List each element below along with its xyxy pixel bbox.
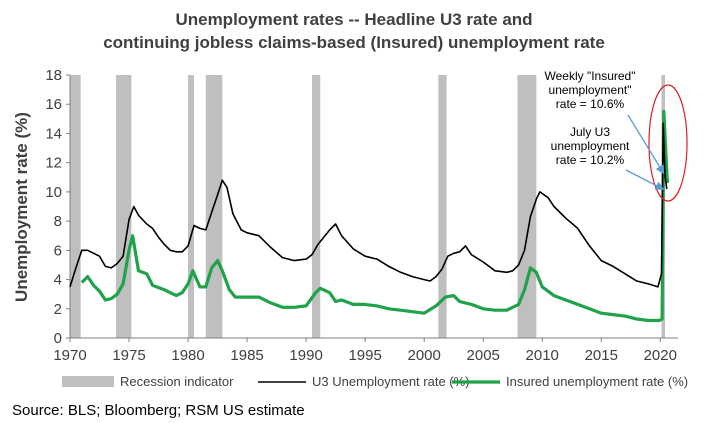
chart-title-line-2: continuing jobless claims-based (Insured… bbox=[103, 33, 605, 52]
annotation-arrow-2 bbox=[625, 169, 665, 190]
series-line-insured bbox=[80, 109, 669, 323]
recession-band-1 bbox=[70, 75, 81, 338]
annotation-2-line-1: July U3 bbox=[570, 125, 610, 139]
y-tick-label-4: 4 bbox=[54, 272, 62, 289]
x-tick-label-1970: 1970 bbox=[53, 347, 86, 364]
x-tick-label-2020: 2020 bbox=[644, 347, 677, 364]
recession-bands bbox=[70, 75, 666, 338]
axes: 0 2 4 6 8 10 12 14 16 18 1970 1975 1980 1985 1990 1995 2… bbox=[45, 67, 678, 364]
y-tick-label-10: 10 bbox=[45, 184, 62, 201]
x-tick-label-1980: 1980 bbox=[171, 347, 204, 364]
legend: Recession indicator U3 Unemployment rate … bbox=[62, 374, 688, 389]
annotation-1-line-2: unemployment" bbox=[549, 83, 632, 97]
y-tick-label-14: 14 bbox=[45, 125, 62, 142]
x-tick-label-2015: 2015 bbox=[585, 347, 618, 364]
y-tick-label-12: 12 bbox=[45, 155, 62, 172]
recession-band-5 bbox=[312, 75, 321, 338]
y-tick-label-6: 6 bbox=[54, 242, 62, 259]
x-tick-label-2000: 2000 bbox=[407, 347, 440, 364]
y-tick-label-2: 2 bbox=[54, 301, 62, 318]
annotation-1-line-1: Weekly "Insured" bbox=[544, 69, 635, 83]
y-tick-label-0: 0 bbox=[54, 330, 62, 347]
series-line-u3 bbox=[69, 122, 668, 288]
legend-label-insured: Insured unemployment rate (%) bbox=[506, 374, 688, 389]
x-tick-label-2005: 2005 bbox=[467, 347, 500, 364]
x-tick-label-1975: 1975 bbox=[112, 347, 145, 364]
annotation-2-line-2: unemployment bbox=[551, 139, 630, 153]
y-tick-label-18: 18 bbox=[45, 67, 62, 84]
x-tick-label-1995: 1995 bbox=[348, 347, 381, 364]
x-tick-label-1985: 1985 bbox=[230, 347, 263, 364]
y-tick-label-16: 16 bbox=[45, 96, 62, 113]
recession-band-6 bbox=[438, 75, 447, 338]
legend-label-u3: U3 Unemployment rate (%) bbox=[312, 374, 470, 389]
annotations: Weekly "Insured"unemployment"rate = 10.6… bbox=[544, 69, 688, 202]
series-lines bbox=[69, 109, 669, 323]
highlight-ellipse bbox=[648, 84, 688, 202]
recession-band-2 bbox=[116, 75, 132, 338]
recession-band-7 bbox=[517, 75, 537, 338]
x-tick-label-2010: 2010 bbox=[526, 347, 559, 364]
legend-label-recession: Recession indicator bbox=[120, 374, 234, 389]
y-tick-label-8: 8 bbox=[54, 213, 62, 230]
x-tick-label-1990: 1990 bbox=[289, 347, 322, 364]
legend-swatch-recession bbox=[62, 376, 114, 387]
chart-title-line-1: Unemployment rates -- Headline U3 rate a… bbox=[175, 10, 533, 29]
annotation-arrow-1 bbox=[627, 114, 665, 175]
recession-band-3 bbox=[188, 75, 194, 338]
annotation-1-line-3: rate = 10.6% bbox=[556, 97, 625, 111]
y-axis-label: Unemployment rate (%) bbox=[12, 112, 31, 302]
source-note: Source: BLS; Bloomberg; RSM US estimate bbox=[12, 402, 305, 419]
annotation-2-line-3: rate = 10.2% bbox=[556, 153, 625, 167]
